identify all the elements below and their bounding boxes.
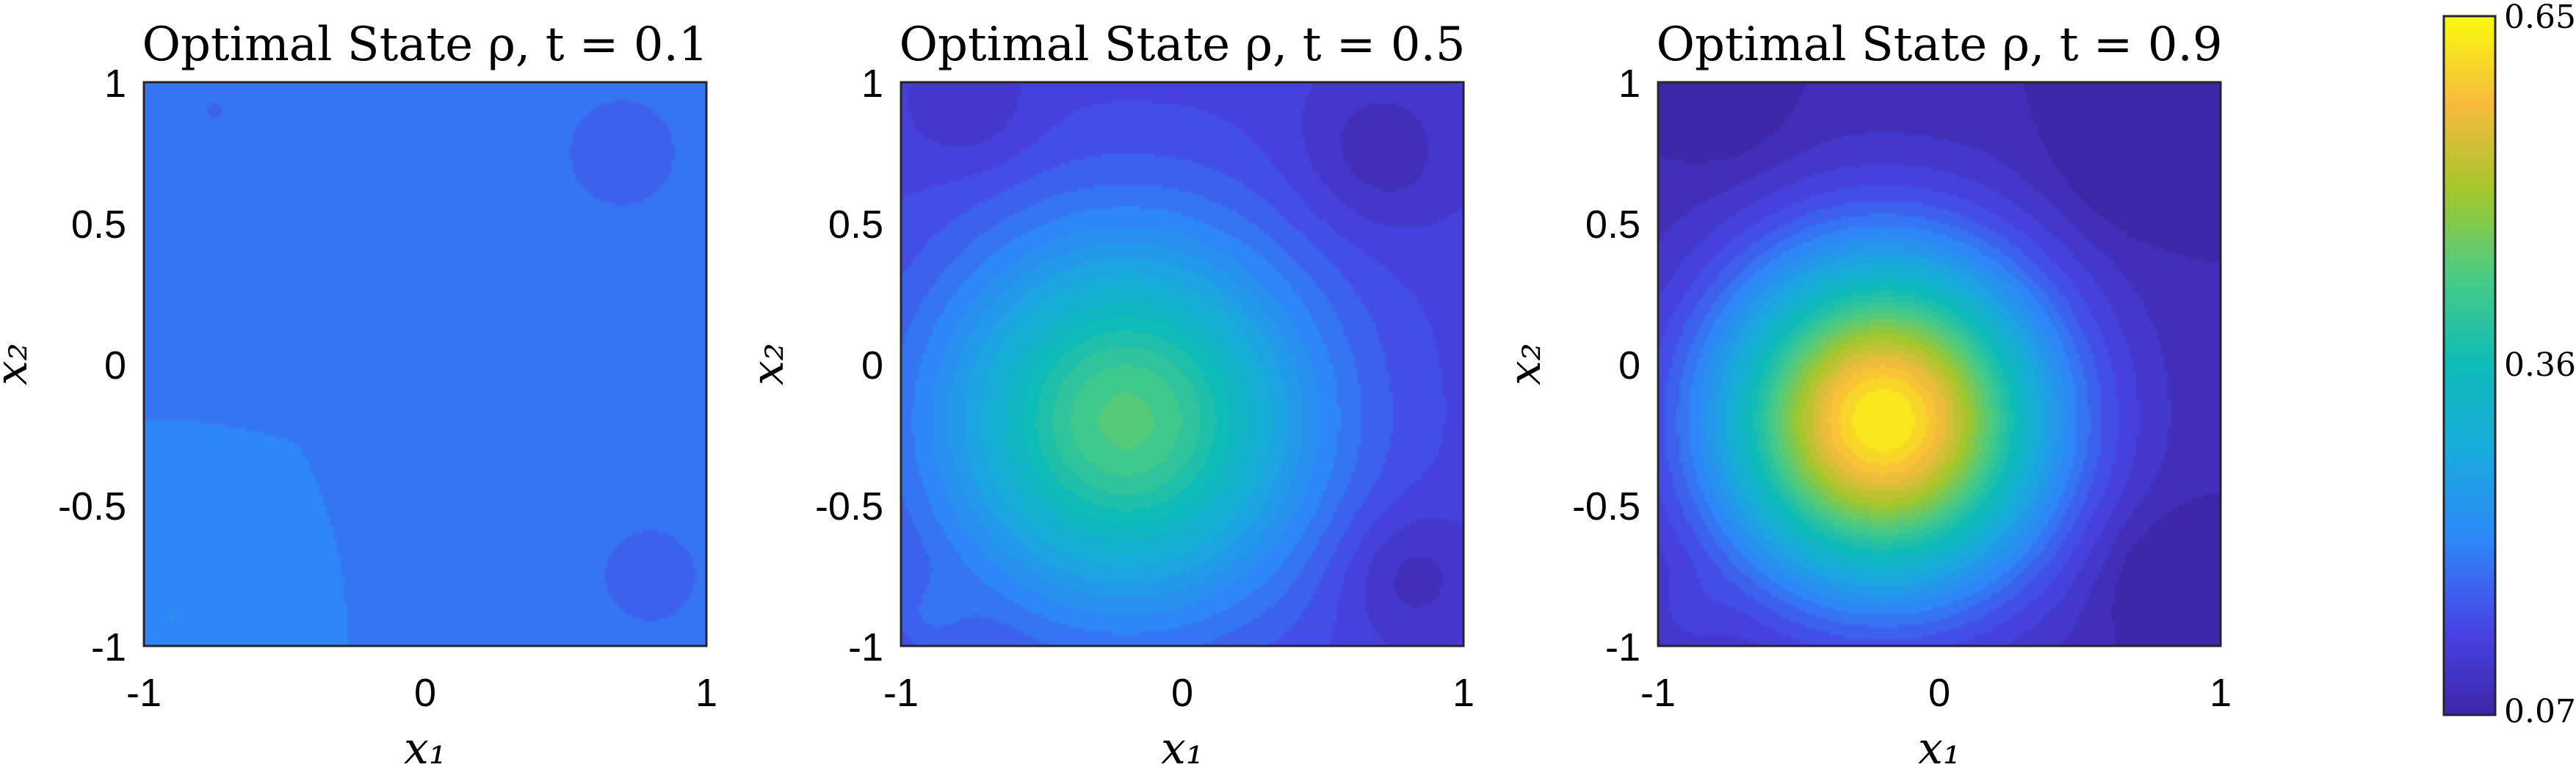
panel-1-ytick-neg0.5: -0.5: [58, 484, 126, 529]
panel-3-axes-box: [1657, 81, 2222, 647]
panel-2-ytick-1: 1: [861, 62, 883, 106]
panel-1-xtick-neg1: -1: [126, 671, 162, 715]
panel-2-axes-box: [900, 81, 1465, 647]
panel-1-xtick-1: 1: [695, 671, 717, 715]
panel-2-ytick-neg0.5: -0.5: [815, 484, 883, 529]
panel-3-heatmap: [1658, 82, 2221, 646]
panel-3-xtick-neg1: -1: [1640, 671, 1676, 715]
panel-2-ylabel: x₂: [742, 343, 794, 385]
panel-3-ylabel: x₂: [1499, 343, 1551, 385]
colorbar-tick-mid: 0.36: [2504, 346, 2576, 384]
panel-3: Optimal State ρ, t = 0.9 -1 0 1 1 0.5 0 …: [1499, 18, 2232, 770]
panel-2-xtick-neg1: -1: [883, 671, 919, 715]
panel-2-xlabel: x₁: [1161, 723, 1204, 770]
colorbar-tick-min: 0.07: [2504, 693, 2576, 730]
panel-2-ytick-neg1: -1: [848, 625, 883, 669]
panel-2: Optimal State ρ, t = 0.5 -1 0 1 1 0.5 0 …: [742, 18, 1475, 770]
panel-2-xtick-0: 0: [1171, 671, 1193, 715]
panel-3-ytick-1: 1: [1618, 62, 1640, 106]
colorbar: 0.65 0.36 0.07: [2442, 0, 2576, 730]
panel-1-ytick-neg1: -1: [91, 625, 126, 669]
panel-1-xtick-0: 0: [414, 671, 436, 715]
panel-1-title: Optimal State ρ, t = 0.1: [142, 18, 708, 72]
panel-1-heatmap: [144, 82, 706, 646]
panel-1-xlabel: x₁: [404, 723, 446, 770]
panel-2-heatmap: [901, 82, 1464, 646]
panel-1-ytick-0.5: 0.5: [71, 203, 126, 247]
panel-3-xtick-1: 1: [2210, 671, 2232, 715]
panel-3-xlabel: x₁: [1918, 723, 1961, 770]
panel-3-ytick-neg1: -1: [1605, 625, 1640, 669]
colorbar-gradient: [2442, 15, 2497, 716]
panel-2-ytick-0.5: 0.5: [828, 203, 883, 247]
panel-1-ylabel: x₂: [0, 343, 37, 385]
panel-2-xtick-1: 1: [1452, 671, 1475, 715]
panel-1-ytick-0: 0: [104, 344, 126, 388]
panel-1: Optimal State ρ, t = 0.1 -1 0 1 1 0.5 0 …: [0, 18, 717, 770]
panel-3-ytick-0: 0: [1618, 344, 1640, 388]
panel-3-xtick-0: 0: [1928, 671, 1950, 715]
panel-3-title: Optimal State ρ, t = 0.9: [1656, 18, 2222, 72]
panel-1-axes-box: [142, 81, 708, 647]
colorbar-tick-max: 0.65: [2504, 0, 2576, 36]
panel-3-ytick-0.5: 0.5: [1585, 203, 1640, 247]
panel-1-ytick-1: 1: [104, 62, 126, 106]
panel-2-ytick-0: 0: [861, 344, 883, 388]
panel-3-ytick-neg0.5: -0.5: [1572, 484, 1640, 529]
panel-2-title: Optimal State ρ, t = 0.5: [899, 18, 1465, 72]
